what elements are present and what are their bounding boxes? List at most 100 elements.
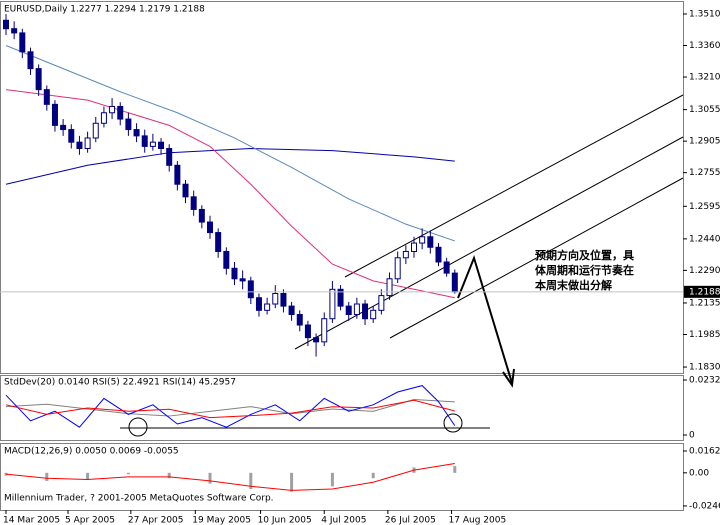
y-tick-label: 1.2290 [689,266,720,276]
candle-body [190,196,197,210]
candle-body [109,105,116,114]
candle-body [337,288,344,307]
candle-body [419,236,426,244]
signal-line [5,463,455,491]
candle-body [182,183,189,198]
channel-line [344,94,684,278]
y-tick-label: 1.2755 [689,168,720,178]
moving-average [5,89,455,299]
candle-body [27,51,34,70]
candle-body [11,28,18,34]
y-tick-label: 1.3510 [689,9,720,19]
candle-body [223,250,230,269]
macd-bar [371,472,375,479]
candle-body [239,278,246,282]
y-tick-label: 1.2440 [689,234,720,244]
candle-body [117,105,124,120]
last-price-box [684,285,720,298]
macd-bar [290,472,294,492]
y-tick-label: -0.0246 [689,501,720,511]
y-tick-label: 1.1830 [689,363,720,373]
y-tick-label: 1.1985 [689,330,720,340]
candle-body [141,135,148,147]
candle-body [247,280,254,299]
candle-body [304,324,311,339]
candle-body [280,293,287,307]
forecast-arrow [457,254,513,384]
candle-body [166,147,173,166]
macd-panel [0,443,684,511]
macd-bar [86,472,90,480]
channel-line [389,177,684,339]
candle-body [231,267,238,280]
arrow-head [502,368,515,388]
y-tick-label: 1.3055 [689,105,720,115]
moving-average [5,147,455,185]
candle-body [288,305,295,316]
candle-body [76,141,83,149]
candle-body [68,129,75,143]
macd-bar [167,472,171,479]
y-tick-label: 0.0162 [689,447,720,457]
candle-body [386,278,393,297]
candle-body [451,272,458,293]
macd-bar [45,472,49,481]
candle-body [402,250,409,259]
annotation: 预期方向及位置，具 [535,248,634,262]
x-tick-label: 14 Mar 2005 [3,516,60,525]
x-tick-label: 26 Jul 2005 [385,516,436,525]
candle-body [272,293,279,305]
candle-body [394,257,401,280]
indicator-line [5,399,455,419]
marker-circle [443,413,463,433]
y-tick-label: 0.00 [689,468,709,478]
candle-body [19,32,26,53]
macd-bar [453,466,457,473]
candle-body [321,318,328,343]
candle-body [174,164,181,185]
panel-title: MACD(12,26,9) 0.0050 0.0069 -0.0055 [4,447,179,457]
candle-body [125,118,132,131]
candle-body [149,141,156,147]
macd-bar [208,472,212,484]
moving-average [5,45,455,242]
candle-body [378,295,385,311]
x-tick-label: 10 Jun 2005 [258,516,312,525]
y-tick-label: 1.2595 [689,202,720,212]
marker-circle [128,417,148,437]
candle-body [207,221,213,234]
macd-bar [249,472,253,489]
macd-bar [126,472,130,475]
candle-body [43,89,50,105]
annotation: 体周期和运行节奏在 [535,263,634,277]
candle-body [84,137,91,149]
candle-body [3,19,9,30]
candle-body [51,103,58,126]
candle-body [133,129,140,137]
y-tick-label: 1.2905 [689,137,720,147]
panel-title: StdDev(20) 0.0140 RSI(5) 22.4921 RSI(14)… [4,378,236,388]
y-tick-label: 1.2135 [689,298,720,308]
candle-body [427,236,434,248]
candle-body [329,288,336,320]
candle-body [370,309,377,320]
candle-body [296,314,303,326]
y-tick-label: 0.0232 [689,376,720,386]
candle-body [362,303,369,320]
candle-body [353,303,360,316]
candle-body [35,68,42,91]
y-tick-label: 1.3360 [689,41,720,51]
indicator-line [5,385,456,428]
candle-body [435,246,442,263]
y-tick-label: 1.3210 [689,73,720,83]
candle-body [313,337,320,343]
candle-body [443,261,450,274]
candle-body [264,303,271,311]
chart-title: EURUSD,Daily 1.2277 1.2294 1.2179 1.2188 [4,5,205,15]
annotation: 本周末做出分解 [535,278,612,292]
candle-body [158,141,165,149]
stddev-panel [0,375,684,441]
x-tick-label: 27 Apr 2005 [128,516,184,525]
